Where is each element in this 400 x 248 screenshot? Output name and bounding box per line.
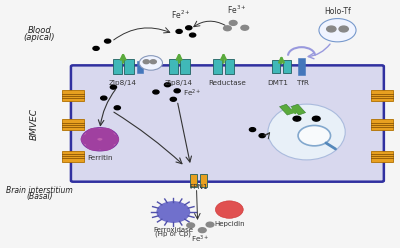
Text: (Basal): (Basal) [26,192,52,201]
Circle shape [174,89,180,93]
Circle shape [139,56,162,70]
Circle shape [101,96,107,100]
Circle shape [206,222,214,227]
Circle shape [298,125,330,146]
Text: Brain interstitium: Brain interstitium [6,186,73,195]
Circle shape [259,134,265,138]
Bar [298,58,305,75]
Bar [371,151,393,162]
Bar [169,59,178,74]
Circle shape [153,90,159,94]
FancyBboxPatch shape [71,65,384,182]
Circle shape [143,60,149,64]
Text: Hepcidin: Hepcidin [214,221,245,227]
Text: Ferroxidase: Ferroxidase [153,226,193,233]
Circle shape [164,83,171,87]
Bar [62,119,84,130]
Text: Fe$^{3+}$: Fe$^{3+}$ [227,3,247,16]
Circle shape [190,33,196,37]
Bar [371,119,393,130]
Bar [62,90,84,101]
Bar [371,90,393,101]
Circle shape [186,26,192,30]
Text: Fe$^{2+}$: Fe$^{2+}$ [171,8,191,21]
Bar [180,59,190,74]
Bar [283,60,291,73]
Circle shape [250,128,256,131]
Circle shape [81,128,118,151]
Bar [124,59,134,74]
Circle shape [87,128,102,138]
Circle shape [103,134,118,144]
Bar [280,104,294,115]
Text: Reductase: Reductase [208,80,246,86]
Text: DMT1: DMT1 [267,80,288,86]
Circle shape [81,134,97,144]
Circle shape [216,201,243,218]
Circle shape [327,26,336,32]
Text: Fe$^{2+}$: Fe$^{2+}$ [182,88,201,99]
Circle shape [104,39,111,43]
Circle shape [98,140,113,150]
Text: BMVEC: BMVEC [30,108,39,140]
Circle shape [93,46,99,50]
Circle shape [150,60,156,64]
Circle shape [114,106,120,110]
Circle shape [176,30,182,33]
Text: (Hp or Cp): (Hp or Cp) [155,231,191,237]
Circle shape [224,26,231,31]
Bar [113,59,122,74]
Text: Holo-Tf: Holo-Tf [324,7,351,16]
Circle shape [98,128,113,138]
Bar [272,60,280,73]
Text: Zip8/14: Zip8/14 [109,80,137,86]
Circle shape [198,228,206,233]
Circle shape [241,25,249,30]
Circle shape [157,202,190,222]
Ellipse shape [268,104,345,160]
Bar [200,174,207,187]
Bar [190,174,197,187]
Bar [225,59,234,74]
Circle shape [187,223,194,228]
Bar [291,104,306,115]
Circle shape [312,116,320,121]
Text: (apical): (apical) [24,33,55,42]
Text: TfR: TfR [297,80,309,86]
Circle shape [110,85,116,89]
Text: Ferritin: Ferritin [87,155,113,161]
Circle shape [87,140,102,150]
Circle shape [319,19,356,42]
Text: Zip8/14: Zip8/14 [165,80,193,86]
Bar [137,61,143,73]
Bar [213,59,222,74]
Bar [62,151,84,162]
Circle shape [229,21,237,25]
Text: Fe$^{3+}$: Fe$^{3+}$ [191,233,210,245]
Text: FPN1: FPN1 [189,184,208,190]
Circle shape [170,97,176,101]
Circle shape [293,116,301,121]
Text: Blood: Blood [27,26,51,35]
Circle shape [339,26,348,32]
